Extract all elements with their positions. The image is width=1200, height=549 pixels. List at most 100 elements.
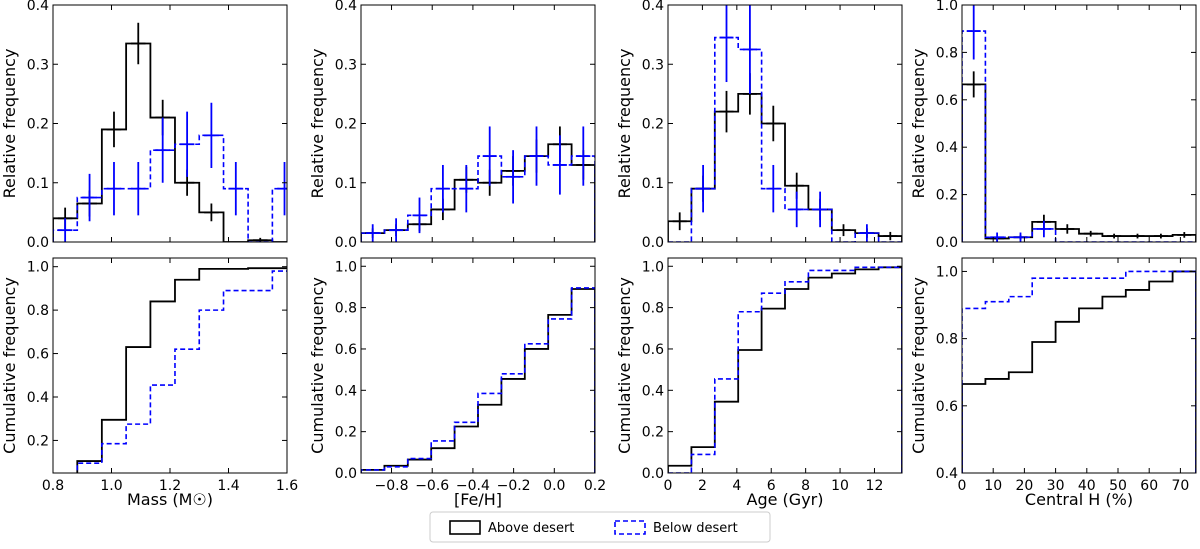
y-tick-label: 0.0: [936, 235, 958, 251]
legend-box: [429, 511, 771, 543]
y-tick-label: 0.6: [27, 347, 49, 363]
y-tick-label: 0.2: [642, 117, 664, 133]
x-tick-label: 0: [664, 478, 673, 494]
x-tick-label: 50: [1109, 478, 1127, 494]
y-tick-label: 1.0: [936, 264, 958, 280]
y-tick-label: 0.4: [27, 390, 49, 406]
x-tick-label: 4: [732, 478, 741, 494]
y-axis-label-bottom: Cumulative frequency: [0, 277, 19, 454]
below-desert-bottom-step-age: [668, 266, 902, 473]
x-axis-label: Central H (%): [1025, 490, 1133, 509]
y-tick-label: 0.4: [936, 140, 958, 156]
x-axis-label: [Fe/H]: [454, 490, 502, 509]
y-tick-label: 0.2: [27, 117, 49, 133]
y-tick-label: 1.0: [936, 0, 958, 14]
x-tick-label: 0.8: [42, 478, 64, 494]
y-tick-label: 0.3: [27, 57, 49, 73]
legend-swatch-above: [449, 520, 481, 535]
x-tick-label: 60: [1140, 478, 1158, 494]
y-tick-label: 0.0: [335, 235, 357, 251]
y-tick-label: 0.6: [642, 342, 664, 358]
y-axis-label-bottom: Cumulative frequency: [909, 277, 928, 454]
axes-frame-bottom-feh: [360, 257, 596, 474]
axes-frame-top-mass: [52, 4, 288, 243]
y-tick-label: 0.4: [642, 0, 664, 14]
y-tick-label: 0.6: [936, 399, 958, 415]
y-axis-label-bottom: Cumulative frequency: [615, 277, 634, 454]
above-desert-bottom-step-age: [668, 266, 902, 473]
y-axis-label-top: Relative frequency: [0, 49, 19, 199]
y-axis-label-top: Relative frequency: [615, 49, 634, 199]
y-tick-label: 0.8: [335, 301, 357, 317]
legend-label-below: Below desert: [653, 521, 738, 536]
below-desert-top-step-central_h: [962, 30, 1196, 242]
y-tick-label: 0.1: [642, 176, 664, 192]
x-tick-label: 1.6: [276, 478, 298, 494]
y-tick-label: 0.8: [642, 301, 664, 317]
y-tick-label: 0.0: [642, 235, 664, 251]
y-tick-label: 0.1: [27, 176, 49, 192]
above-desert-bottom-step-central_h: [962, 270, 1196, 473]
y-axis-label-bottom: Cumulative frequency: [308, 277, 327, 454]
above-desert-bottom-step-feh: [361, 288, 595, 473]
above-desert-bottom-step-mass: [53, 267, 287, 473]
y-axis-label-top: Relative frequency: [308, 49, 327, 199]
y-tick-label: 0.2: [335, 425, 357, 441]
y-tick-label: 0.0: [642, 466, 664, 482]
x-tick-label: 1.4: [217, 478, 239, 494]
x-tick-label: 30: [1047, 478, 1065, 494]
axes-frame-top-feh: [360, 4, 596, 243]
x-tick-label: −0.2: [497, 478, 531, 494]
x-tick-label: 8: [801, 478, 810, 494]
legend-label-above: Above desert: [488, 521, 574, 536]
y-tick-label: 0.4: [335, 383, 357, 399]
x-tick-label: −0.4: [456, 478, 490, 494]
y-tick-label: 1.0: [335, 259, 357, 275]
y-tick-label: 0.3: [335, 57, 357, 73]
y-tick-label: 0.8: [27, 303, 49, 319]
x-tick-label: 2: [698, 478, 707, 494]
y-tick-label: 0.6: [335, 342, 357, 358]
x-tick-label: 40: [1078, 478, 1096, 494]
y-tick-label: 1.0: [642, 259, 664, 275]
y-tick-label: 0.4: [335, 0, 357, 14]
y-tick-label: 0.0: [335, 466, 357, 482]
x-tick-label: 10: [984, 478, 1002, 494]
y-tick-label: 0.4: [642, 383, 664, 399]
x-tick-label: 0.0: [543, 478, 565, 494]
below-desert-top-step-age: [668, 36, 902, 242]
y-tick-label: 0.4: [27, 0, 49, 14]
y-tick-label: 0.2: [936, 188, 958, 204]
y-tick-label: 0.6: [936, 93, 958, 109]
y-tick-label: 0.1: [335, 176, 357, 192]
y-tick-label: 0.2: [27, 433, 49, 449]
y-tick-label: 0.8: [936, 45, 958, 61]
y-tick-label: 0.2: [335, 117, 357, 133]
above-desert-top-step-central_h: [962, 83, 1196, 242]
y-tick-label: 1.0: [27, 260, 49, 276]
x-tick-label: −0.8: [375, 478, 409, 494]
axes-frame-bottom-age: [667, 257, 903, 474]
x-axis-label: Mass (M☉): [127, 490, 213, 509]
y-tick-label: 0.3: [642, 57, 664, 73]
axes-frame-top-central_h: [961, 4, 1197, 243]
x-tick-label: 12: [866, 478, 884, 494]
y-tick-label: 0.4: [936, 466, 958, 482]
below-desert-bottom-step-central_h: [962, 270, 1196, 473]
y-tick-label: 0.0: [27, 235, 49, 251]
axes-frame-bottom-central_h: [961, 257, 1197, 474]
x-tick-label: 20: [1015, 478, 1033, 494]
legend-swatch-below: [614, 520, 646, 535]
x-tick-label: −0.6: [415, 478, 449, 494]
y-tick-label: 0.8: [936, 332, 958, 348]
x-tick-label: 70: [1171, 478, 1189, 494]
x-tick-label: 6: [767, 478, 776, 494]
y-tick-label: 0.2: [642, 425, 664, 441]
x-tick-label: 1.0: [100, 478, 122, 494]
x-tick-label: 10: [831, 478, 849, 494]
x-tick-label: 1.2: [159, 478, 181, 494]
y-axis-label-top: Relative frequency: [909, 49, 928, 199]
x-axis-label: Age (Gyr): [747, 490, 824, 509]
